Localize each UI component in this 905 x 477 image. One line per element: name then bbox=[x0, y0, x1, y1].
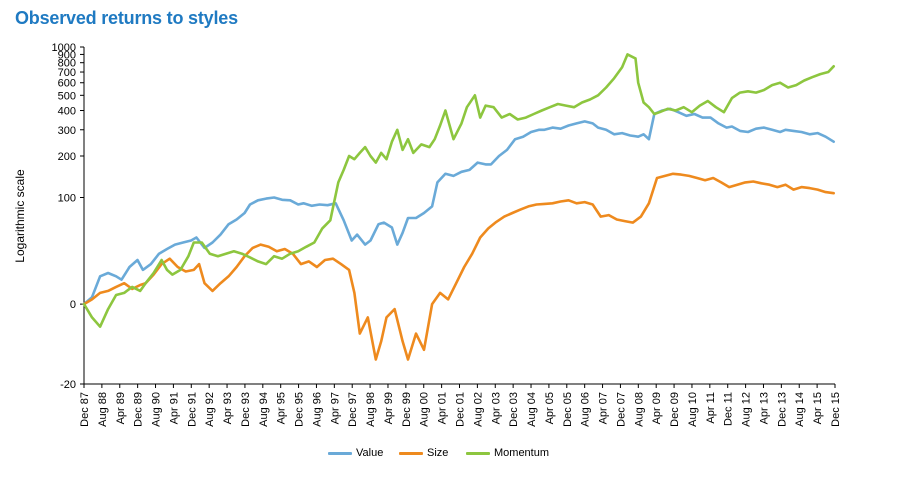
x-tick-label: Apr 95 bbox=[276, 392, 288, 424]
chart-title: Observed returns to styles bbox=[15, 8, 238, 28]
x-tick-label: Aug 06 bbox=[580, 392, 592, 427]
x-tick-label: Dec 89 bbox=[133, 392, 145, 427]
x-tick-label: Apr 01 bbox=[437, 392, 449, 424]
y-axis-label: Logarithmic scale bbox=[13, 169, 27, 263]
x-tick-label: Aug 04 bbox=[526, 392, 538, 427]
x-tick-label: Aug 90 bbox=[151, 392, 163, 427]
x-tick-label: Aug 92 bbox=[204, 392, 216, 427]
x-tick-label: Aug 88 bbox=[97, 392, 109, 427]
x-tick-label: Aug 12 bbox=[741, 392, 753, 427]
y-tick-label: 800 bbox=[58, 58, 76, 70]
x-tick-label: Aug 08 bbox=[633, 392, 645, 427]
y-tick-label: 600 bbox=[58, 78, 76, 90]
x-tick-label: Apr 99 bbox=[383, 392, 395, 424]
legend-label: Value bbox=[356, 447, 384, 459]
y-tick-label: 1000 bbox=[52, 42, 76, 54]
y-tick-label: 700 bbox=[58, 67, 76, 79]
y-tick-label: 200 bbox=[58, 151, 76, 163]
legend-label: Size bbox=[427, 447, 449, 459]
y-tick-label: 400 bbox=[58, 106, 76, 118]
axes bbox=[83, 47, 835, 385]
x-tick-label: Apr 93 bbox=[222, 392, 234, 424]
x-tick-label: Dec 87 bbox=[79, 392, 91, 427]
x-tick-label: Apr 11 bbox=[705, 392, 717, 424]
legend-swatch bbox=[399, 451, 423, 455]
x-tick-label: Dec 95 bbox=[294, 392, 306, 427]
legend-item-value: Value bbox=[328, 447, 383, 459]
x-tick-label: Dec 15 bbox=[830, 392, 842, 427]
series-line-value bbox=[82, 107, 835, 306]
legend-swatch bbox=[328, 451, 352, 455]
legend-swatch bbox=[466, 451, 490, 455]
y-tick-label: 900 bbox=[58, 49, 76, 61]
x-tick-label: Dec 07 bbox=[615, 392, 627, 427]
x-tick-label: Dec 13 bbox=[776, 392, 788, 427]
legend-item-size: Size bbox=[399, 447, 448, 459]
x-tick-label: Apr 91 bbox=[168, 392, 180, 424]
x-tick-label: Dec 97 bbox=[347, 392, 359, 427]
x-tick-label: Dec 99 bbox=[401, 392, 413, 427]
x-tick-label: Apr 15 bbox=[812, 392, 824, 424]
x-tick-label: Aug 98 bbox=[365, 392, 377, 427]
y-tick-label: -20 bbox=[60, 379, 76, 391]
x-tick-labels: Dec 87 Aug 88 Apr 89 Dec 89 Aug 90 Apr 91 Dec … bbox=[79, 384, 842, 427]
y-tick-label: 300 bbox=[58, 125, 76, 137]
x-tick-label: Aug 14 bbox=[794, 392, 806, 427]
x-tick-label: Apr 13 bbox=[758, 392, 770, 424]
x-tick-label: Dec 01 bbox=[455, 392, 467, 427]
x-tick-label: Aug 96 bbox=[311, 392, 323, 427]
x-tick-label: Dec 11 bbox=[723, 392, 735, 426]
x-tick-label: Aug 02 bbox=[472, 392, 484, 427]
y-tick-label: 0 bbox=[70, 299, 76, 311]
y-tick-label: 500 bbox=[58, 90, 76, 102]
x-tick-label: Apr 07 bbox=[598, 392, 610, 424]
x-tick-label: Dec 03 bbox=[508, 392, 520, 427]
x-tick-label: Apr 09 bbox=[651, 392, 663, 424]
x-tick-label: Dec 93 bbox=[240, 392, 252, 427]
series-lines bbox=[82, 53, 835, 361]
x-tick-label: Apr 03 bbox=[490, 392, 502, 424]
x-tick-label: Apr 05 bbox=[544, 392, 556, 424]
x-tick-label: Aug 00 bbox=[419, 392, 431, 427]
x-tick-label: Apr 89 bbox=[115, 392, 127, 424]
series-line-momentum bbox=[82, 53, 835, 328]
legend-item-momentum: Momentum bbox=[466, 447, 549, 459]
legend: Value Size Momentum bbox=[0, 447, 905, 465]
x-tick-label: Dec 05 bbox=[562, 392, 574, 427]
series-line-size bbox=[82, 172, 835, 361]
x-tick-label: Dec 09 bbox=[669, 392, 681, 427]
x-tick-label: Aug 94 bbox=[258, 392, 270, 427]
legend-label: Momentum bbox=[494, 447, 550, 459]
y-tick-label: 100 bbox=[58, 192, 76, 204]
x-tick-label: Dec 91 bbox=[186, 392, 198, 427]
x-tick-label: Apr 97 bbox=[329, 392, 341, 424]
x-tick-label: Aug 10 bbox=[687, 392, 699, 427]
